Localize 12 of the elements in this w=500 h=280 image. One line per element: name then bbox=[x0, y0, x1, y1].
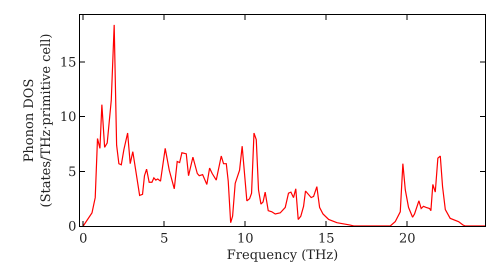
x-axis-title: Frequency (THz) bbox=[226, 248, 338, 264]
x-tick-label: 5 bbox=[160, 232, 168, 247]
x-tick-label: 10 bbox=[236, 232, 254, 247]
y-tick-label: 5 bbox=[68, 164, 76, 180]
x-tick-label: 20 bbox=[398, 232, 416, 247]
x-tick-label: 0 bbox=[79, 232, 88, 247]
y-tick-label: 0 bbox=[68, 220, 76, 235]
y-tick-label: 15 bbox=[60, 56, 76, 71]
x-tick-label: 15 bbox=[318, 232, 335, 247]
y-axis-title: Phonon DOS (States/THz·primitive cell) bbox=[22, 33, 54, 208]
y-tick-label: 10 bbox=[60, 110, 76, 126]
line-series bbox=[82, 24, 485, 226]
